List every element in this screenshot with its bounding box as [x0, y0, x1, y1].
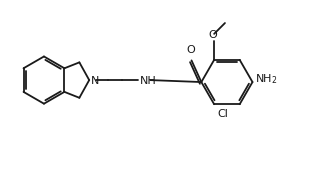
Text: NH$_2$: NH$_2$	[255, 72, 278, 86]
Text: N: N	[91, 76, 99, 86]
Text: O: O	[209, 30, 217, 40]
Text: NH: NH	[139, 76, 156, 86]
Text: Cl: Cl	[217, 109, 228, 119]
Text: O: O	[186, 45, 195, 55]
